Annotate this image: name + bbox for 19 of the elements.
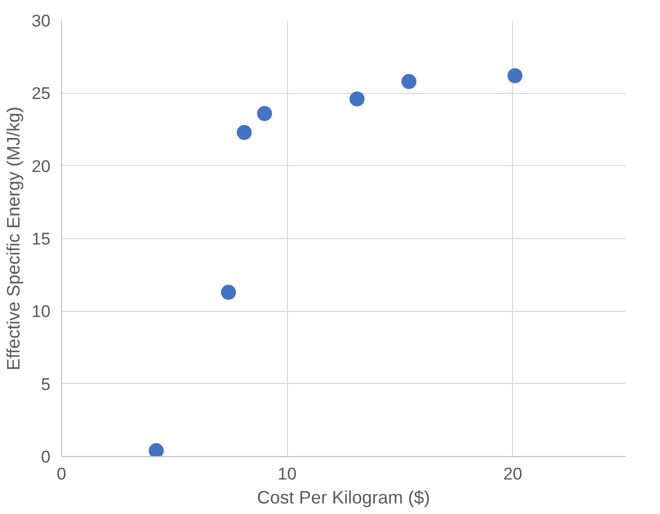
- point: [236, 124, 252, 140]
- x-tick-label: 0: [56, 464, 66, 484]
- y-tick-label: 10: [32, 302, 51, 322]
- point: [257, 106, 272, 121]
- y-axis-title: Effective Specific Energy (MJ/kg): [4, 106, 24, 370]
- point: [220, 284, 236, 300]
- y-tick-label: 25: [32, 84, 51, 104]
- point: [401, 74, 416, 90]
- point: [507, 68, 522, 84]
- point: [350, 91, 365, 106]
- y-tick-label: 20: [32, 156, 51, 176]
- x-axis-title: Cost Per Kilogram ($): [256, 488, 430, 508]
- y-tick-label: 15: [32, 230, 51, 248]
- point: [148, 443, 164, 456]
- x-tick-label: 20: [503, 464, 522, 484]
- y-tick-label: 30: [32, 12, 51, 30]
- y-tick-label: 0: [41, 448, 51, 466]
- x-tick-label: 10: [278, 464, 297, 484]
- y-tick-label: 5: [41, 374, 51, 394]
